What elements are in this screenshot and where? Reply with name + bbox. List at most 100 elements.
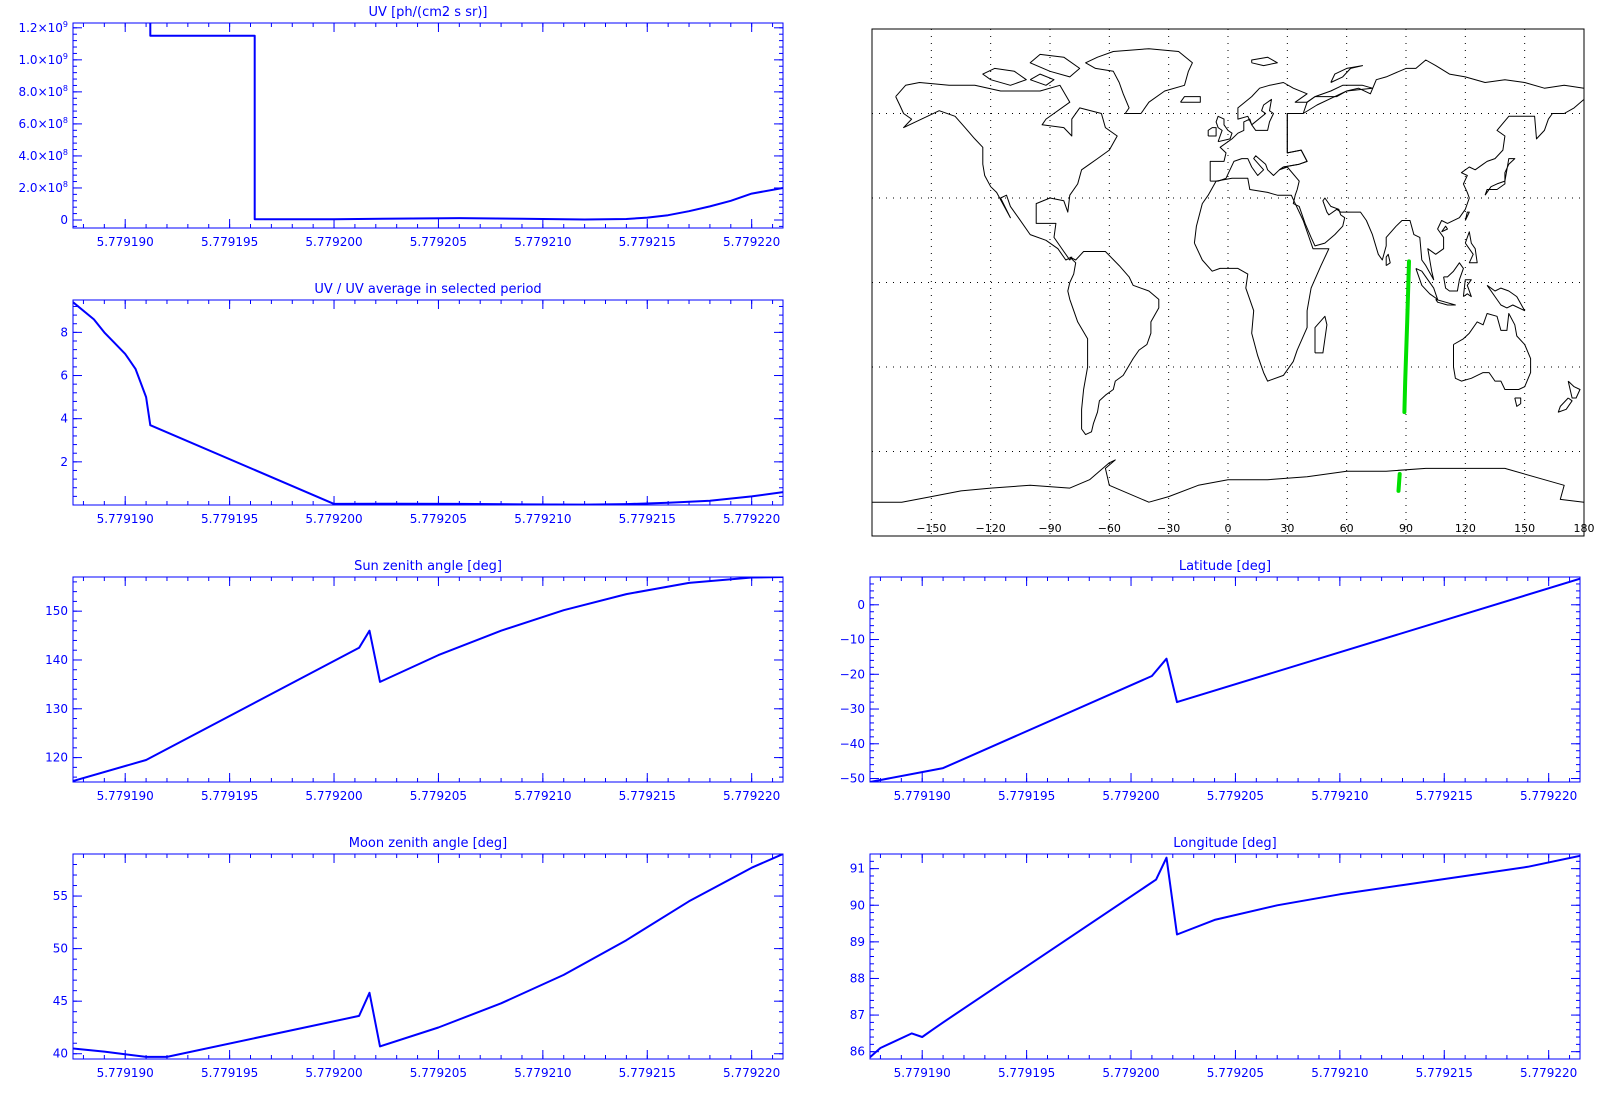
y-tick-label: 2	[60, 455, 68, 469]
map-lon-tick-label: 30	[1280, 522, 1294, 535]
coastline	[1435, 298, 1456, 306]
y-tick-label: 130	[45, 702, 68, 716]
x-tick-label: 5.779190	[97, 235, 154, 249]
x-tick-label: 5.779215	[619, 235, 676, 249]
x-tick-label: 5.779220	[723, 235, 780, 249]
satellite-track	[1396, 472, 1402, 493]
x-tick-label: 5.779190	[97, 1066, 154, 1080]
x-tick-label: 5.779215	[619, 1066, 676, 1080]
coastline	[1557, 397, 1573, 413]
x-tick-label: 5.779195	[201, 235, 258, 249]
y-tick-label: 2.0×108	[18, 180, 68, 195]
coastline	[895, 82, 1118, 261]
x-tick-label: 5.779205	[1207, 789, 1264, 803]
y-tick-label: 40	[53, 1047, 68, 1061]
coastline	[1251, 56, 1278, 67]
map-lon-tick-label: 120	[1455, 522, 1476, 535]
x-tick-label: 5.779215	[619, 789, 676, 803]
y-tick-label: 8	[60, 325, 68, 339]
uv-title: UV [ph/(cm2 s sr)]	[369, 5, 488, 20]
longitude-frame	[869, 853, 1581, 1060]
x-tick-label: 5.779200	[305, 1066, 362, 1080]
moon-zenith-title: Moon zenith angle [deg]	[349, 836, 507, 851]
y-tick-label: −10	[840, 633, 865, 647]
coastline	[1193, 177, 1330, 382]
y-tick-label: 6	[60, 369, 68, 383]
coastline	[1464, 211, 1470, 221]
x-tick-label: 5.779200	[305, 789, 362, 803]
coastline	[1453, 313, 1532, 390]
coastline	[1567, 380, 1581, 399]
coastlines	[872, 48, 1584, 520]
x-tick-label: 5.779195	[998, 789, 1055, 803]
coastline	[1207, 127, 1217, 137]
y-tick-label: −20	[840, 667, 865, 681]
map-lon-tick-label: −90	[1038, 522, 1061, 535]
y-tick-label: 1.0×109	[18, 52, 68, 67]
uv-panel: UV [ph/(cm2 s sr)] 5.779190 5.779195 5.7792…	[18, 5, 784, 249]
coastline	[1464, 231, 1478, 264]
coastline	[1330, 65, 1363, 83]
satellite-track	[1402, 259, 1411, 415]
x-tick-label: 5.779195	[998, 1066, 1055, 1080]
coastline	[1443, 262, 1464, 292]
x-tick-label: 5.779205	[410, 789, 467, 803]
y-tick-label: 1.2×109	[18, 20, 68, 35]
x-tick-label: 5.779215	[1416, 1066, 1473, 1080]
uv-ratio-title: UV / UV average in selected period	[314, 282, 541, 297]
x-tick-label: 5.779200	[1102, 1066, 1159, 1080]
y-tick-label: 4	[60, 412, 68, 426]
coastline	[1314, 315, 1328, 354]
coastline	[1067, 251, 1160, 436]
coastline	[1029, 53, 1081, 78]
latitude-panel: Latitude [deg] 5.779190 5.779195 5.779200 5.…	[840, 559, 1581, 803]
sun-zenith-panel: Sun zenith angle [deg] 5.779190 5.779195 5.…	[45, 559, 784, 803]
coastline	[1029, 73, 1055, 86]
x-tick-label: 5.779220	[1520, 789, 1577, 803]
x-tick-label: 5.779220	[1520, 1066, 1577, 1080]
map-lon-tick-label: 60	[1340, 522, 1354, 535]
y-tick-label: 86	[850, 1045, 865, 1059]
uv-ratio-series-line	[73, 301, 783, 505]
x-tick-label: 5.779205	[410, 1066, 467, 1080]
x-tick-label: 5.779205	[410, 235, 467, 249]
world-map-panel: −150 −120 −90 −60 −30 0 30 60 90 120 150 180	[871, 28, 1595, 537]
map-lon-tick-label: 180	[1574, 522, 1595, 535]
sun-zenith-frame	[72, 576, 784, 783]
y-tick-label: 87	[850, 1008, 865, 1022]
coastline	[1279, 59, 1584, 281]
uv-ratio-frame	[72, 299, 784, 506]
x-tick-label: 5.779190	[97, 789, 154, 803]
x-tick-label: 5.779205	[410, 512, 467, 526]
coastline	[982, 67, 1027, 86]
coastline	[1484, 158, 1516, 196]
uv-series-line	[149, 23, 783, 221]
uv-frame	[72, 22, 784, 229]
moon-zenith-frame	[72, 853, 784, 1060]
latitude-frame	[869, 576, 1581, 783]
x-tick-label: 5.779210	[514, 1066, 571, 1080]
coastline	[1514, 397, 1522, 407]
sun-zenith-series-line	[73, 577, 783, 782]
x-tick-label: 5.779210	[514, 235, 571, 249]
map-lon-tick-label: −120	[976, 522, 1006, 535]
y-tick-label: 89	[850, 935, 865, 949]
sun-zenith-title: Sun zenith angle [deg]	[354, 559, 502, 574]
x-tick-label: 5.779190	[97, 512, 154, 526]
x-tick-label: 5.779190	[894, 1066, 951, 1080]
x-tick-label: 5.779205	[1207, 1066, 1264, 1080]
y-tick-label: −50	[840, 772, 865, 786]
x-tick-label: 5.779215	[1416, 789, 1473, 803]
x-tick-label: 5.779220	[723, 512, 780, 526]
x-tick-label: 5.779215	[619, 512, 676, 526]
y-tick-label: −30	[840, 702, 865, 716]
map-lon-tick-label: 0	[1225, 522, 1232, 535]
y-tick-label: 150	[45, 604, 68, 618]
x-tick-label: 5.779210	[1311, 1066, 1368, 1080]
y-tick-label: 120	[45, 751, 68, 765]
y-tick-label: 8.0×108	[18, 84, 68, 99]
map-frame	[871, 28, 1585, 537]
y-tick-label: 88	[850, 971, 865, 985]
coastline	[1441, 225, 1448, 233]
